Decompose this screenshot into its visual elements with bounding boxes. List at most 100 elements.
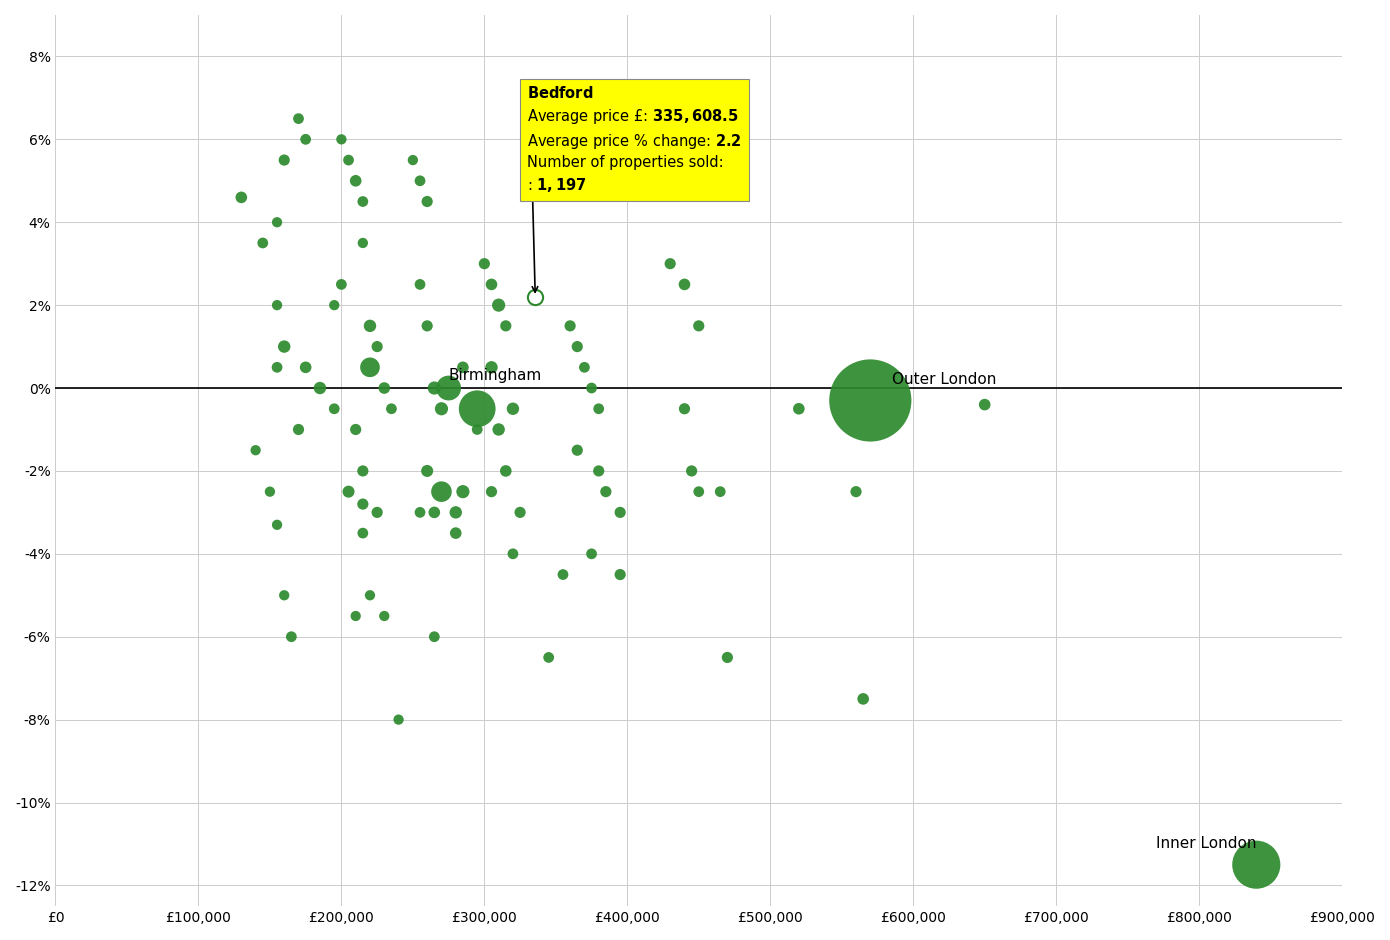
Point: [352, 235, 374, 250]
Point: [265, 214, 288, 229]
Point: [259, 484, 281, 499]
Point: [481, 360, 503, 375]
Point: [416, 463, 438, 478]
Point: [859, 393, 881, 408]
Point: [252, 235, 274, 250]
Point: [423, 629, 445, 644]
Point: [502, 401, 524, 416]
Point: [409, 173, 431, 188]
Point: [322, 298, 345, 313]
Point: [288, 422, 310, 437]
Point: [309, 381, 331, 396]
Point: [509, 505, 531, 520]
Point: [581, 381, 603, 396]
Text: Outer London: Outer London: [892, 372, 997, 387]
Point: [466, 401, 488, 416]
Point: [473, 257, 495, 272]
Point: [495, 463, 517, 478]
Point: [524, 290, 546, 305]
Point: [416, 194, 438, 209]
Point: [588, 401, 610, 416]
Point: [345, 608, 367, 623]
Point: [559, 319, 581, 334]
Point: [495, 319, 517, 334]
Text: $\mathbf{Bedford}$
Average price £: $\mathbf{335,608.5}$
Average price % change:: $\mathbf{Bedford}$ Average price £: $\ma…: [527, 86, 742, 194]
Point: [388, 713, 410, 728]
Point: [295, 360, 317, 375]
Point: [573, 360, 595, 375]
Point: [688, 484, 710, 499]
Point: [488, 422, 510, 437]
Point: [359, 360, 381, 375]
Point: [373, 608, 395, 623]
Point: [731, 90, 753, 105]
Point: [352, 525, 374, 540]
Point: [788, 401, 810, 416]
Point: [488, 298, 510, 313]
Point: [581, 546, 603, 561]
Point: [673, 277, 695, 292]
Point: [452, 360, 474, 375]
Point: [381, 401, 403, 416]
Point: [366, 505, 388, 520]
Point: [366, 339, 388, 354]
Point: [552, 567, 574, 582]
Point: [973, 397, 995, 412]
Point: [409, 505, 431, 520]
Point: [322, 401, 345, 416]
Point: [481, 277, 503, 292]
Point: [445, 505, 467, 520]
Point: [352, 496, 374, 511]
Point: [338, 484, 360, 499]
Point: [659, 257, 681, 272]
Text: Birmingham: Birmingham: [449, 368, 542, 383]
Point: [409, 277, 431, 292]
Point: [265, 298, 288, 313]
Point: [716, 650, 738, 665]
Point: [272, 339, 295, 354]
Point: [538, 650, 560, 665]
Point: [681, 463, 703, 478]
Point: [331, 132, 353, 147]
Point: [345, 422, 367, 437]
Point: [609, 567, 631, 582]
Point: [352, 463, 374, 478]
Point: [609, 505, 631, 520]
Point: [331, 277, 353, 292]
Text: Inner London: Inner London: [1156, 836, 1257, 851]
Point: [709, 484, 731, 499]
Point: [423, 505, 445, 520]
Point: [295, 132, 317, 147]
Point: [502, 546, 524, 561]
Point: [272, 152, 295, 167]
Point: [673, 401, 695, 416]
Point: [431, 401, 453, 416]
Point: [281, 629, 303, 644]
Point: [1245, 857, 1268, 872]
Point: [416, 319, 438, 334]
Point: [265, 360, 288, 375]
Point: [231, 190, 253, 205]
Point: [852, 692, 874, 707]
Point: [452, 484, 474, 499]
Point: [445, 525, 467, 540]
Point: [288, 111, 310, 126]
Point: [845, 484, 867, 499]
Point: [265, 517, 288, 532]
Point: [345, 173, 367, 188]
Point: [688, 319, 710, 334]
Point: [373, 381, 395, 396]
Point: [595, 484, 617, 499]
Point: [566, 443, 588, 458]
Point: [352, 194, 374, 209]
Point: [566, 339, 588, 354]
Point: [338, 152, 360, 167]
Point: [402, 152, 424, 167]
Point: [245, 443, 267, 458]
Point: [359, 319, 381, 334]
Point: [466, 422, 488, 437]
Point: [481, 484, 503, 499]
Point: [359, 588, 381, 603]
Point: [431, 484, 453, 499]
Point: [423, 381, 445, 396]
